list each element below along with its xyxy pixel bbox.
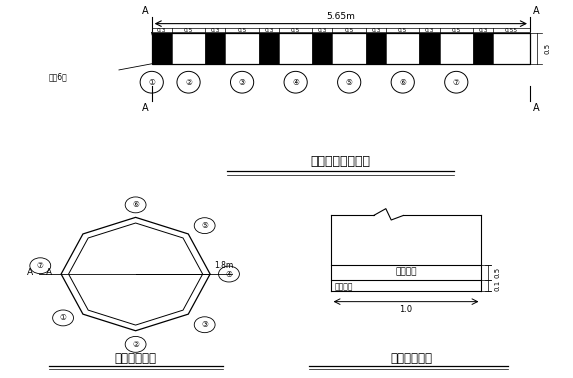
- Text: 钢护筒底: 钢护筒底: [335, 283, 354, 292]
- Text: A: A: [533, 104, 539, 113]
- Text: 0.3: 0.3: [478, 28, 488, 33]
- Text: ⑤: ⑤: [201, 221, 208, 230]
- Text: 0.5: 0.5: [494, 266, 500, 278]
- Text: ⑦: ⑦: [37, 261, 44, 270]
- Bar: [152, 33, 172, 64]
- Text: ⑤: ⑤: [346, 78, 352, 87]
- Text: ②: ②: [185, 78, 192, 87]
- Text: ⑥: ⑥: [399, 78, 406, 87]
- Text: ③: ③: [238, 78, 245, 87]
- Text: 0.5: 0.5: [398, 28, 407, 33]
- Text: A: A: [142, 6, 149, 16]
- Bar: [366, 33, 386, 64]
- Text: A: A: [142, 104, 149, 113]
- Text: 0.5: 0.5: [452, 28, 461, 33]
- Text: 0.55: 0.55: [505, 28, 518, 33]
- Bar: [419, 33, 439, 64]
- Text: ①: ①: [60, 313, 66, 322]
- Bar: [205, 33, 225, 64]
- Bar: [225, 33, 259, 64]
- Text: 钢护筒开孔示意图: 钢护筒开孔示意图: [311, 155, 371, 168]
- Bar: [279, 33, 312, 64]
- Text: 0.3: 0.3: [425, 28, 434, 33]
- Text: ④: ④: [226, 270, 233, 279]
- Bar: [473, 33, 493, 64]
- Text: 0.3: 0.3: [211, 28, 220, 33]
- Text: ②: ②: [132, 340, 139, 349]
- Text: ①: ①: [148, 78, 155, 87]
- Bar: [386, 33, 419, 64]
- Text: 0.1: 0.1: [494, 280, 500, 291]
- Text: A: A: [46, 268, 52, 277]
- Bar: [439, 33, 473, 64]
- Text: 0.3: 0.3: [317, 28, 327, 33]
- Text: 开孔6置: 开孔6置: [48, 73, 67, 82]
- Text: 5.65m: 5.65m: [327, 12, 355, 21]
- Text: 钢护筒侧视图: 钢护筒侧视图: [390, 352, 433, 365]
- Bar: [259, 33, 279, 64]
- Text: 钢护筒俯视图: 钢护筒俯视图: [115, 352, 156, 365]
- Text: 0.5: 0.5: [544, 43, 550, 54]
- Text: 0.5: 0.5: [344, 28, 354, 33]
- Bar: [493, 33, 530, 64]
- Text: 0.5: 0.5: [184, 28, 193, 33]
- Bar: [152, 33, 530, 64]
- Text: ⑥: ⑥: [132, 200, 139, 209]
- Text: ③: ③: [201, 320, 208, 329]
- Text: 0.3: 0.3: [264, 28, 273, 33]
- Text: 0.5: 0.5: [291, 28, 300, 33]
- Text: 开孔区域: 开孔区域: [395, 268, 417, 277]
- Text: A: A: [28, 268, 33, 277]
- Text: 1.0: 1.0: [399, 305, 413, 314]
- Text: A: A: [533, 6, 539, 16]
- Text: 0.3: 0.3: [371, 28, 380, 33]
- Text: ⑦: ⑦: [453, 78, 460, 87]
- Bar: [312, 33, 332, 64]
- Text: 0.3: 0.3: [157, 28, 167, 33]
- Text: ④: ④: [292, 78, 299, 87]
- Bar: [332, 33, 366, 64]
- Text: 0.5: 0.5: [237, 28, 247, 33]
- Bar: [172, 33, 205, 64]
- Text: 1.8m: 1.8m: [214, 260, 233, 270]
